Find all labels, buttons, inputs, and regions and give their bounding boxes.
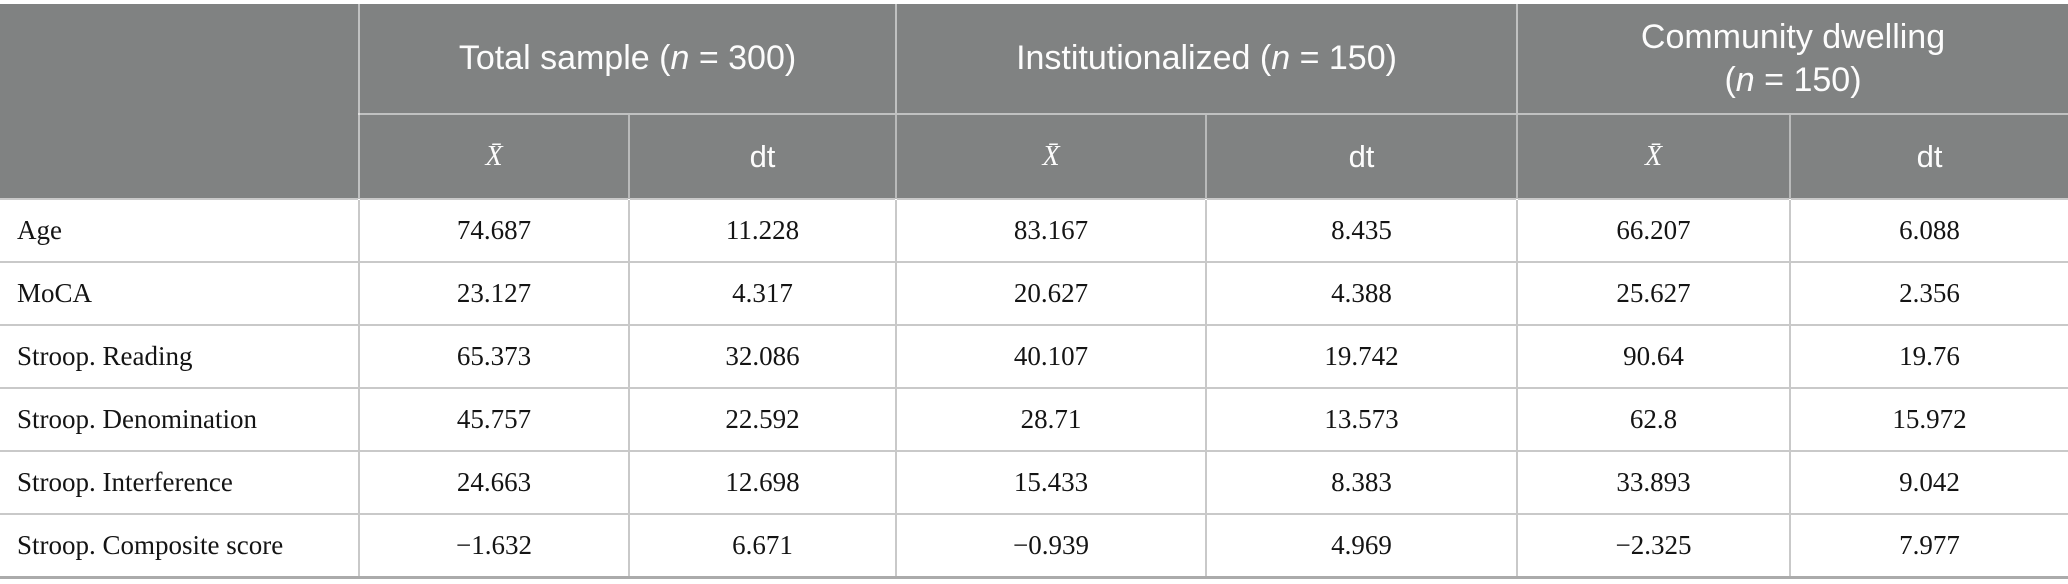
row-label: Age	[0, 198, 360, 263]
cell-value: 19.742	[1205, 324, 1518, 389]
cell-value: 6.088	[1788, 198, 2068, 263]
corner-cell	[0, 4, 360, 199]
group-header-total-sample: Total sample (n = 300)	[358, 4, 896, 114]
n-symbol: n	[1735, 60, 1755, 99]
row-label: MoCA	[0, 261, 360, 326]
group-header-community-dwelling: Community dwelling (n = 150)	[1515, 4, 2068, 114]
cell-value: 12.698	[628, 450, 897, 515]
sd-column-header-total: dt	[628, 113, 896, 199]
cell-value: 6.671	[628, 513, 897, 579]
group-title-n-value: = 300)	[689, 39, 797, 78]
cell-value: 4.317	[628, 261, 897, 326]
cell-value: 15.972	[1788, 387, 2068, 452]
table-row: MoCA 23.127 4.317 20.627 4.388 25.627 2.…	[0, 261, 2068, 326]
group-title-paren: (	[1724, 60, 1736, 99]
cell-value: −1.632	[358, 513, 630, 579]
cell-value: 8.383	[1205, 450, 1518, 515]
cell-value: 25.627	[1516, 261, 1791, 326]
cell-value: 74.687	[358, 198, 630, 263]
row-label: Stroop. Composite score	[0, 513, 360, 579]
mean-column-header-total: X̄	[358, 113, 629, 199]
table-row: Stroop. Reading 65.373 32.086 40.107 19.…	[0, 324, 2068, 389]
group-title-n-value: = 150)	[1754, 60, 1862, 99]
cell-value: −2.325	[1516, 513, 1791, 579]
cell-value: 4.388	[1205, 261, 1518, 326]
cell-value: −0.939	[895, 513, 1207, 579]
cell-value: 23.127	[358, 261, 630, 326]
mean-column-header-institutionalized: X̄	[895, 113, 1206, 199]
subheader-row: X̄ dt X̄ dt X̄ dt	[0, 113, 2068, 199]
group-title-text: Total sample (	[458, 39, 671, 78]
n-symbol: n	[1271, 39, 1291, 78]
cell-value: 9.042	[1788, 450, 2068, 515]
cell-value: 45.757	[358, 387, 630, 452]
cell-value: 20.627	[895, 261, 1207, 326]
row-label: Stroop. Interference	[0, 450, 360, 515]
cell-value: 83.167	[895, 198, 1207, 263]
group-header-row: Total sample (n = 300) Institutionalized…	[0, 4, 2068, 199]
cell-value: 24.663	[358, 450, 630, 515]
cell-value: 22.592	[628, 387, 897, 452]
cell-value: 32.086	[628, 324, 897, 389]
cell-value: 2.356	[1788, 261, 2068, 326]
cell-value: 90.64	[1516, 324, 1791, 389]
table-row: Stroop. Interference 24.663 12.698 15.43…	[0, 450, 2068, 515]
cell-value: 13.573	[1205, 387, 1518, 452]
row-label: Stroop. Reading	[0, 324, 360, 389]
group-title-text: Institutionalized (	[1016, 39, 1272, 78]
mean-column-header-community: X̄	[1516, 113, 1790, 199]
table-row: Age 74.687 11.228 83.167 8.435 66.207 6.…	[0, 198, 2068, 263]
table-row: Stroop. Composite score −1.632 6.671 −0.…	[0, 513, 2068, 579]
cell-value: 62.8	[1516, 387, 1791, 452]
cell-value: 15.433	[895, 450, 1207, 515]
table-row: Stroop. Denomination 45.757 22.592 28.71…	[0, 387, 2068, 452]
sd-column-header-institutionalized: dt	[1205, 113, 1517, 199]
cell-value: 28.71	[895, 387, 1207, 452]
group-title-n-value: = 150)	[1290, 39, 1397, 78]
cell-value: 8.435	[1205, 198, 1518, 263]
cell-value: 4.969	[1205, 513, 1518, 579]
descriptive-stats-table: Total sample (n = 300) Institutionalized…	[0, 4, 2068, 579]
cell-value: 65.373	[358, 324, 630, 389]
group-header-institutionalized: Institutionalized (n = 150)	[895, 4, 1517, 114]
cell-value: 11.228	[628, 198, 897, 263]
row-label: Stroop. Denomination	[0, 387, 360, 452]
cell-value: 33.893	[1516, 450, 1791, 515]
cell-value: 40.107	[895, 324, 1207, 389]
n-symbol: n	[670, 39, 690, 78]
cell-value: 7.977	[1788, 513, 2068, 579]
cell-value: 19.76	[1788, 324, 2068, 389]
sd-column-header-community: dt	[1788, 113, 2068, 199]
group-title-text: Community dwelling	[1640, 18, 1946, 56]
cell-value: 66.207	[1516, 198, 1791, 263]
